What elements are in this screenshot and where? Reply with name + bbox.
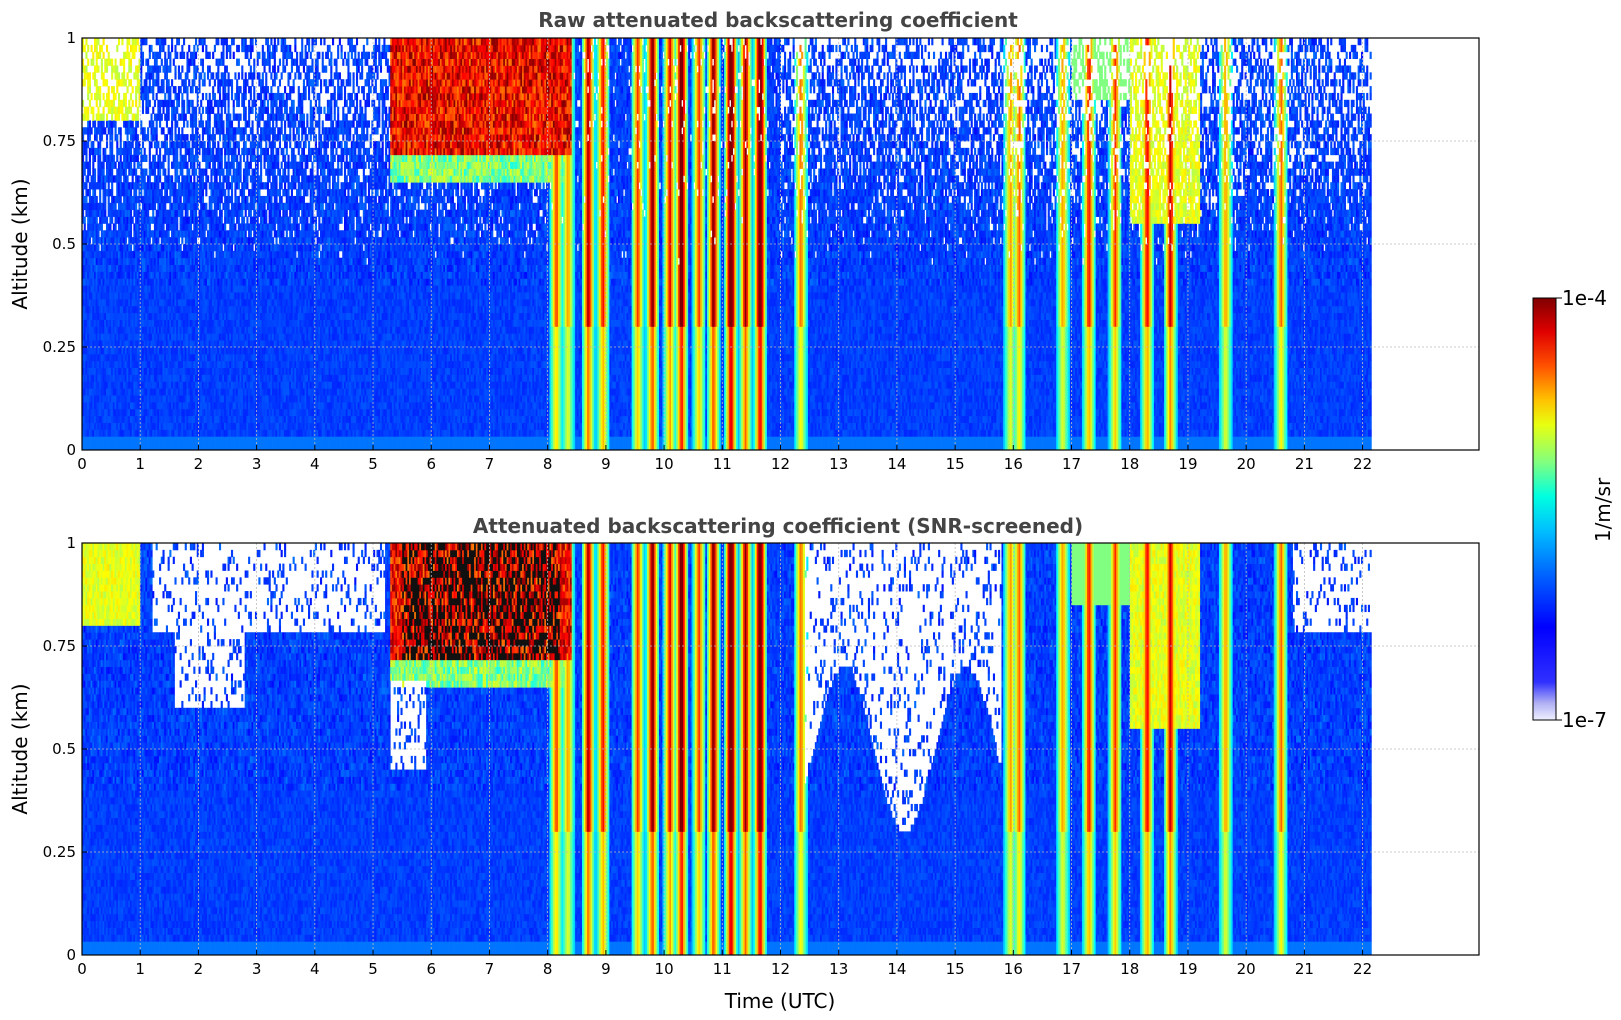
chart-title: Raw attenuated backscattering coefficien… — [538, 8, 1018, 32]
panel-raw: Raw attenuated backscattering coefficien… — [8, 8, 1479, 473]
figure: Raw attenuated backscattering coefficien… — [0, 0, 1621, 1020]
